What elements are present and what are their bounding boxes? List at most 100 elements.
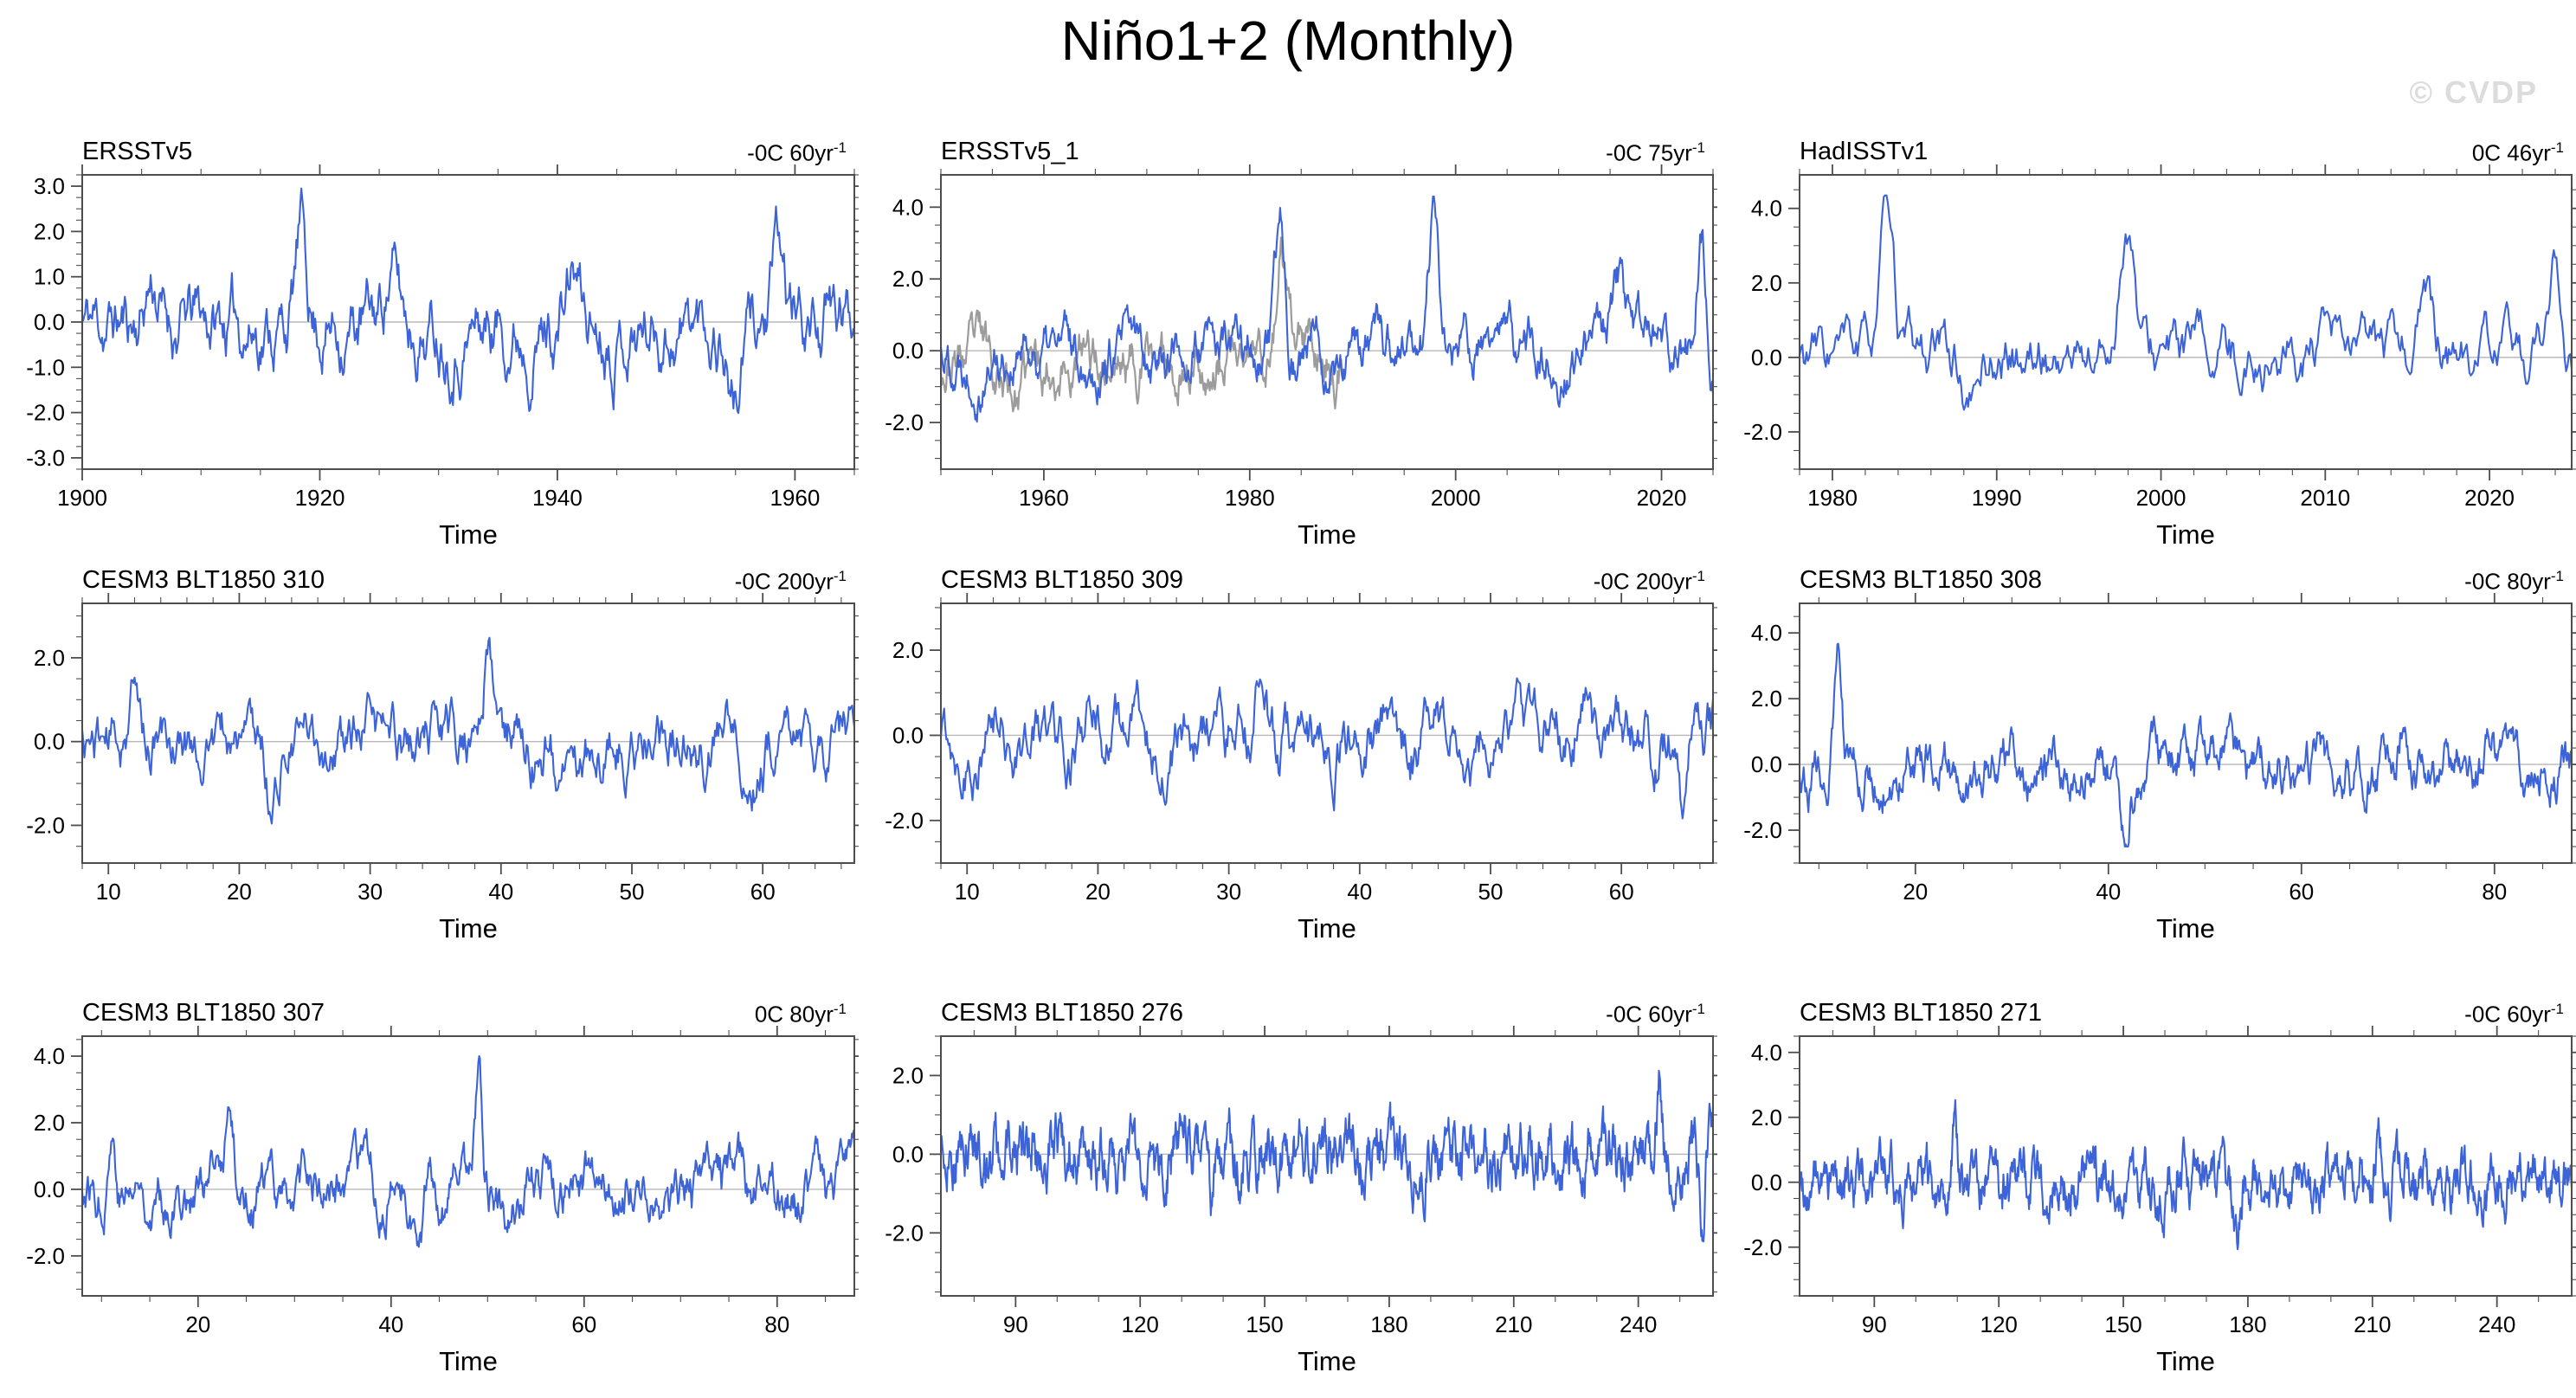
y-tick-label: -2.0 <box>885 409 924 435</box>
chart-panel: CESM3 BLT1850 271 -0C 60yr-1 90 120 150 180… <box>1717 991 2576 1378</box>
axis-ticks <box>71 164 859 480</box>
panel-header: CESM3 BLT1850 310 -0C 200yr-1 <box>0 558 859 594</box>
time-axis-label: Time <box>439 1346 498 1376</box>
axis-ticks <box>1788 593 2576 874</box>
series-group <box>82 187 854 415</box>
chart-panel: CESM3 BLT1850 310 -0C 200yr-1 10 20 30 40 50… <box>0 558 859 945</box>
panel-trend-label: 0C 80yr-1 <box>755 1002 847 1026</box>
x-tick-label: 50 <box>620 879 645 905</box>
x-tick-label: 30 <box>357 879 383 905</box>
panel-plot: 20 40 60 80 4.0 2.0 0.0 -2.0 Time <box>1743 593 2576 944</box>
plot-frame <box>1799 602 2573 864</box>
axis-labels: 20 40 60 80 4.0 2.0 0.0 -2.0 Time <box>26 1043 789 1376</box>
panel-title: CESM3 BLT1850 308 <box>1800 566 2042 594</box>
y-tick-label: -2.0 <box>1743 419 1782 445</box>
x-tick-label: 2020 <box>1637 485 1687 511</box>
y-tick-label: 2.0 <box>34 1110 65 1136</box>
x-tick-label: 20 <box>227 879 252 905</box>
series-group <box>82 636 854 825</box>
x-tick-label: 210 <box>2354 1311 2391 1337</box>
axis-labels: 90 120 150 180 210 240 2.0 0.0 -2.0 Time <box>885 1063 1657 1377</box>
y-tick-label: 0.0 <box>34 309 65 335</box>
y-tick-label: -2.0 <box>1743 1234 1782 1260</box>
series-line <box>1800 1098 2572 1251</box>
series-group <box>941 195 1713 423</box>
axis-labels: 20 40 60 80 4.0 2.0 0.0 -2.0 Time <box>1743 620 2507 944</box>
panel-trend-label: -0C 75yr-1 <box>1606 140 1705 164</box>
panel-title: CESM3 BLT1850 310 <box>82 566 325 594</box>
x-tick-label: 2010 <box>2300 485 2350 511</box>
series-line <box>82 1055 854 1248</box>
series-line <box>1800 642 2572 848</box>
axis-ticks <box>1788 1026 2576 1307</box>
time-axis-label: Time <box>1298 519 1356 550</box>
x-tick-label: 1980 <box>1225 485 1275 511</box>
x-tick-label: 20 <box>1903 879 1928 905</box>
panel-trend-label: -0C 60yr-1 <box>747 140 847 164</box>
y-tick-label: -2.0 <box>885 808 924 834</box>
trend-value: -0C 60yr <box>747 140 834 166</box>
x-tick-label: 180 <box>1370 1311 1407 1337</box>
cvdp-watermark: © CVDP <box>2409 74 2538 110</box>
panel-plot: 1980 1990 2000 2010 2020 4.0 2.0 0.0 -2.0 Time <box>1743 164 2576 550</box>
series-line <box>82 636 854 825</box>
series-group <box>941 677 1713 820</box>
y-tick-label: -1.0 <box>26 354 65 380</box>
y-tick-label: -2.0 <box>26 400 65 426</box>
panel-header: CESM3 BLT1850 308 -0C 80yr-1 <box>1717 558 2576 594</box>
series-line <box>941 195 1713 423</box>
x-tick-label: 210 <box>1495 1311 1532 1337</box>
trend-value: -0C 60yr <box>2464 1002 2551 1028</box>
trend-exponent: -1 <box>1691 568 1705 585</box>
panel-header: CESM3 BLT1850 307 0C 80yr-1 <box>0 991 859 1027</box>
series-line <box>941 236 1343 413</box>
x-tick-label: 2000 <box>2136 485 2186 511</box>
time-axis-label: Time <box>439 519 498 550</box>
chart-panel: CESM3 BLT1850 276 -0C 60yr-1 90 120 150 180… <box>859 991 1717 1378</box>
panel-title: CESM3 BLT1850 309 <box>941 566 1183 594</box>
time-axis-label: Time <box>2156 519 2215 550</box>
panel-plot: 20 40 60 80 4.0 2.0 0.0 -2.0 Time <box>26 1026 859 1376</box>
plot-frame <box>81 1035 855 1297</box>
trend-exponent: -1 <box>833 139 847 157</box>
x-tick-label: 60 <box>750 879 776 905</box>
x-tick-label: 2020 <box>2464 485 2515 511</box>
chart-panel: ERSSTv5_1 -0C 75yr-1 1960 1980 2000 2020 4.0… <box>859 130 1717 551</box>
y-tick-label: 2.0 <box>892 637 924 663</box>
x-tick-label: 150 <box>1246 1311 1283 1337</box>
y-tick-label: 4.0 <box>1751 196 1782 222</box>
x-tick-label: 1920 <box>295 485 345 511</box>
x-tick-label: 90 <box>1862 1311 1887 1337</box>
y-tick-label: 0.0 <box>1751 345 1782 370</box>
axis-ticks <box>930 593 1717 874</box>
trend-exponent: -1 <box>833 1001 847 1018</box>
y-tick-label: 4.0 <box>1751 620 1782 646</box>
x-tick-label: 40 <box>1347 879 1372 905</box>
x-tick-label: 10 <box>96 879 121 905</box>
plot-frame <box>940 174 1714 470</box>
y-tick-label: 0.0 <box>1751 751 1782 777</box>
series-line <box>941 1069 1713 1243</box>
x-tick-label: 60 <box>2289 879 2314 905</box>
time-axis-label: Time <box>2156 1346 2215 1376</box>
panel-header: CESM3 BLT1850 271 -0C 60yr-1 <box>1717 991 2576 1028</box>
axis-ticks <box>1788 164 2576 480</box>
panel-trend-label: -0C 200yr-1 <box>735 569 847 593</box>
panel-title: HadISSTv1 <box>1800 138 1929 165</box>
axis-labels: 1980 1990 2000 2010 2020 4.0 2.0 0.0 -2.0 Time <box>1743 196 2515 550</box>
chart-panel: CESM3 BLT1850 307 0C 80yr-1 20 40 60 80 4.0 2… <box>0 991 859 1378</box>
axis-labels: 10 20 30 40 50 60 2.0 0.0 -2.0 Time <box>26 645 775 944</box>
x-tick-label: 40 <box>378 1311 403 1337</box>
panel-header: CESM3 BLT1850 309 -0C 200yr-1 <box>859 558 1717 594</box>
chart-panel: CESM3 BLT1850 308 -0C 80yr-1 20 40 60 80 4.0… <box>1717 558 2576 945</box>
trend-exponent: -1 <box>2550 1001 2564 1018</box>
y-tick-label: 3.0 <box>34 173 65 199</box>
x-tick-label: 40 <box>488 879 513 905</box>
trend-value: -0C 60yr <box>1606 1002 1692 1028</box>
y-tick-label: -2.0 <box>26 1243 65 1269</box>
trend-value: -0C 75yr <box>1606 140 1692 166</box>
axis-labels: 10 20 30 40 50 60 2.0 0.0 -2.0 Time <box>885 637 1633 944</box>
axis-ticks <box>930 164 1717 480</box>
chart-panel: ERSSTv5 -0C 60yr-1 1900 1920 1940 1960 3.0 2.… <box>0 130 859 551</box>
